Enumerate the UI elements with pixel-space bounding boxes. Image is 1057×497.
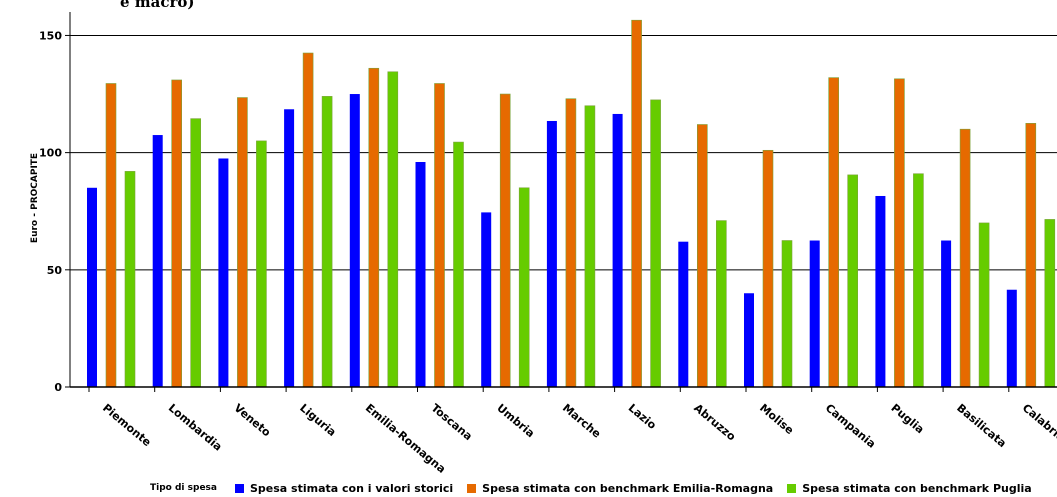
legend-label: Spesa stimata con i valori storici: [249, 481, 454, 495]
bar: [415, 162, 426, 387]
bar: [875, 195, 886, 387]
bar: [171, 79, 182, 388]
x-tick-label: Calabria: [1020, 401, 1057, 444]
y-axis-title: Euro - PROCAPITE: [30, 153, 40, 243]
bar: [499, 93, 511, 388]
bar: [105, 83, 117, 388]
bar: [809, 240, 820, 387]
legend-title: Tipo di spesa: [150, 483, 217, 493]
bar: [302, 52, 314, 388]
bar: [1006, 289, 1017, 387]
legend-item: Spesa stimata con i valori storici: [234, 481, 454, 495]
y-tick-label: 150: [39, 29, 62, 42]
y-tick-label: 0: [54, 381, 62, 394]
legend-label: Spesa stimata con benchmark Puglia: [802, 481, 1032, 495]
x-tick-label: Lombardia: [166, 401, 225, 453]
bar: [894, 78, 905, 388]
bar: [481, 212, 492, 387]
bars: [87, 19, 1056, 388]
bar: [87, 187, 97, 387]
bar: [546, 120, 557, 387]
x-tick-label: Puglia: [888, 401, 926, 436]
x-tick-label: Umbria: [494, 401, 537, 440]
x-tick-label: Liguria: [297, 401, 338, 439]
bar: [678, 241, 689, 387]
x-tick-label: Molise: [757, 401, 796, 437]
bar: [828, 77, 840, 388]
bar: [284, 109, 295, 387]
bar: [349, 94, 360, 387]
x-tick-label: Piemonte: [100, 401, 153, 449]
bar: [453, 141, 464, 388]
bar: [124, 171, 136, 388]
legend-item: Spesa stimata con benchmark Puglia: [787, 481, 1032, 495]
legend-label: Spesa stimata con benchmark Emilia-Romag…: [482, 481, 774, 495]
bar: [321, 96, 333, 388]
bar: [913, 173, 924, 388]
x-tick-label: Basilicata: [954, 401, 1009, 450]
gridlines: [70, 34, 1057, 271]
bar: [1025, 123, 1037, 388]
chart-title-partial: e macro): [120, 0, 195, 11]
bar: [781, 240, 793, 388]
bar: [256, 140, 267, 388]
x-tick-label: Veneto: [231, 401, 273, 439]
x-tick-label: Lazio: [626, 401, 659, 432]
legend-swatch: [467, 483, 477, 493]
bar: [584, 105, 596, 388]
legend-item: Spesa stimata con benchmark Emilia-Romag…: [467, 482, 773, 495]
bar: [612, 113, 623, 387]
y-axis-ticks: 0 50 100 150: [39, 29, 70, 394]
bar: [978, 222, 990, 388]
bar: [190, 118, 201, 388]
bar: [218, 158, 229, 387]
bar: [959, 128, 971, 388]
bar: [387, 71, 399, 388]
bar: [1044, 219, 1056, 388]
bar: [434, 83, 445, 388]
x-axis-labels: Piemonte Lombardia Veneto Liguria Emilia-Rom…: [88, 387, 1057, 476]
legend-swatch: [787, 483, 797, 493]
y-tick-label: 50: [47, 264, 63, 277]
x-tick-label: Campania: [823, 401, 878, 450]
bar: [941, 240, 952, 387]
x-tick-label: Abruzzo: [691, 401, 738, 443]
bar: [744, 293, 754, 387]
axes: [69, 12, 1057, 388]
x-tick-label: Marche: [560, 401, 603, 440]
bar: [518, 187, 530, 388]
legend: Tipo di spesa Spesa stimata con i valori…: [150, 480, 1046, 496]
bar: [847, 174, 859, 388]
legend-swatch: [234, 483, 244, 493]
bar: [368, 67, 380, 388]
bar: [237, 97, 248, 388]
bar: [152, 135, 163, 387]
bar: [715, 220, 727, 388]
bar: [631, 19, 642, 388]
bar: [696, 124, 708, 388]
bar: [565, 98, 577, 388]
x-tick-label: Toscana: [429, 401, 475, 443]
bar: [762, 149, 774, 388]
bar: [650, 99, 661, 388]
y-tick-label: 100: [39, 147, 62, 160]
